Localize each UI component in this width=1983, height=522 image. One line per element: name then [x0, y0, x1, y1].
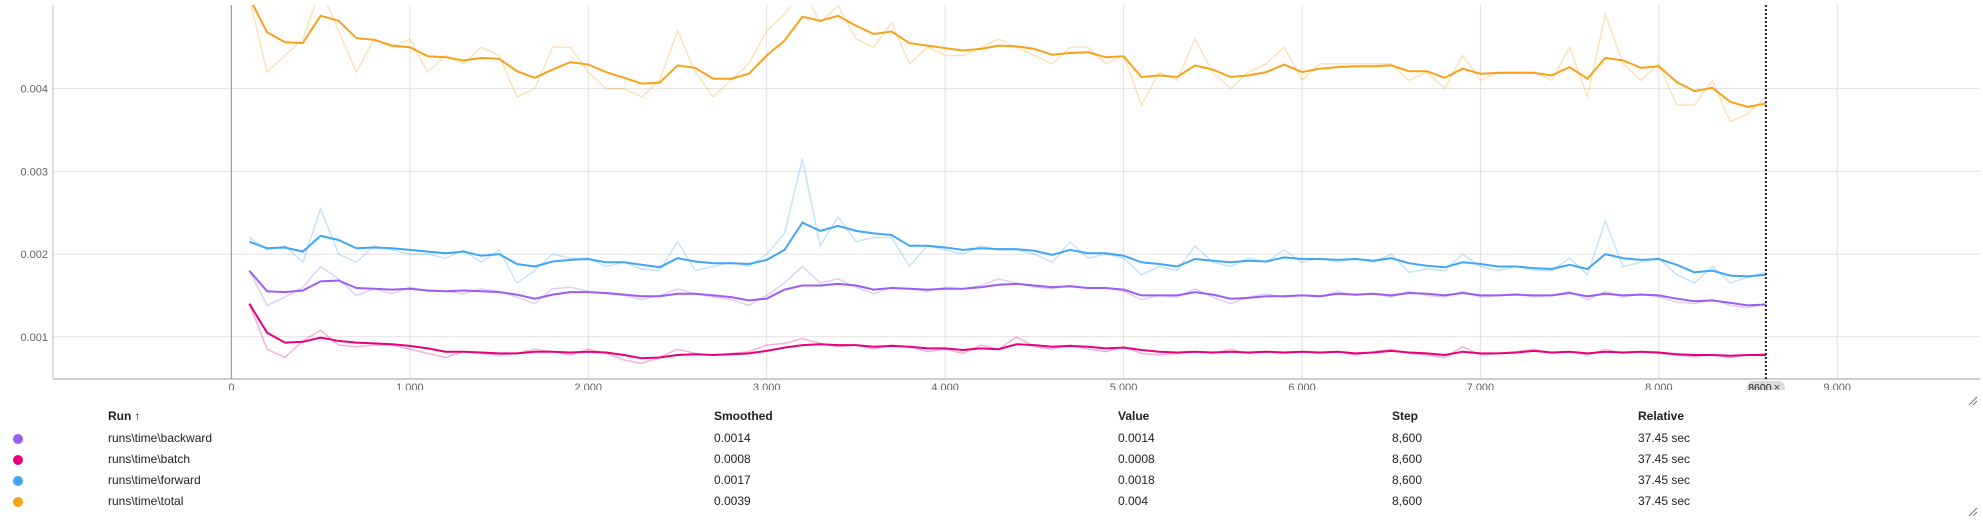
x-tick-label-3: 3,000	[753, 382, 781, 390]
table-body: runs\time\backward 0.0014 0.0014 8,600 37.45…	[0, 428, 1983, 512]
y-tick-label-3: 0.004	[20, 84, 48, 96]
step-value: 8,600	[1392, 473, 1423, 487]
smoothed-value: 0.0039	[714, 494, 751, 508]
series-0-smoothed-line	[248, 269, 1766, 307]
x-tick-label-7: 7,000	[1467, 382, 1495, 390]
series-3-raw-line	[250, 5, 1767, 123]
hover-close-icon[interactable]: ×	[1774, 382, 1780, 390]
x-tick-label-1: 1,000	[396, 382, 424, 390]
raw-value: 0.0014	[1118, 431, 1155, 445]
run-name: runs\time\total	[108, 494, 184, 508]
raw-value: 0.0018	[1118, 473, 1155, 487]
chart-resize-icon[interactable]	[1968, 396, 1978, 406]
x-tick-label-2: 2,000	[575, 382, 603, 390]
relative-time: 37.45 sec	[1638, 452, 1691, 466]
smoothed-value: 0.0017	[714, 473, 751, 487]
y-tick-label-1: 0.002	[20, 249, 48, 261]
x-tick-label-9: 9,000	[1823, 382, 1851, 390]
step-value: 8,600	[1392, 431, 1423, 445]
x-tick-label-8: 8,000	[1645, 382, 1673, 390]
x-tick-label-4: 4,000	[931, 382, 959, 390]
header-value[interactable]: Value	[1118, 409, 1150, 423]
table-resize-icon[interactable]	[1968, 507, 1978, 517]
series-3-smoothed-line	[251, 5, 1767, 108]
run-name: runs\time\forward	[108, 473, 201, 487]
table-row[interactable]: runs\time\batch 0.0008 0.0008 8,600 37.45 se…	[0, 449, 1983, 470]
y-tick-label-0: 0.001	[20, 332, 48, 344]
table-row[interactable]: runs\time\total 0.0039 0.004 8,600 37.45 sec	[0, 491, 1983, 512]
relative-time: 37.45 sec	[1638, 473, 1691, 487]
sort-ascending-icon[interactable]: ↑	[134, 409, 141, 423]
header-smoothed[interactable]: Smoothed	[714, 409, 773, 423]
header-run[interactable]: Run ↑	[108, 409, 141, 423]
series-1-raw-line	[248, 303, 1766, 365]
series-2-raw-line	[248, 158, 1767, 285]
raw-value: 0.004	[1118, 494, 1149, 508]
x-tick-label-6: 6,000	[1288, 382, 1316, 390]
y-tick-label-2: 0.003	[20, 166, 48, 178]
header-relative[interactable]: Relative	[1638, 409, 1685, 423]
header-step[interactable]: Step	[1392, 409, 1419, 423]
run-table: Run ↑ Smoothed Value Step Relative runs\t…	[0, 406, 1983, 517]
run-color-dot	[13, 434, 23, 444]
hover-step-badge	[1746, 381, 1785, 390]
smoothed-value: 0.0014	[714, 431, 751, 445]
run-color-dot	[13, 476, 23, 486]
x-tick-label-5: 5,000	[1110, 382, 1138, 390]
line-chart[interactable]: 0 1,000 2,000 3,000 4,000 5,000 6,000 7,000 8,00…	[0, 0, 1983, 390]
series-2-smoothed-line	[248, 221, 1766, 278]
series-1-smoothed-line	[248, 303, 1766, 360]
chart-container: 0 1,000 2,000 3,000 4,000 5,000 6,000 7,000 8,00…	[0, 0, 1983, 406]
step-value: 8,600	[1392, 494, 1423, 508]
relative-time: 37.45 sec	[1638, 431, 1691, 445]
table-row[interactable]: runs\time\forward 0.0017 0.0018 8,600 37.45 …	[0, 470, 1983, 491]
step-value: 8,600	[1392, 452, 1423, 466]
run-name: runs\time\batch	[108, 452, 191, 466]
hover-step-label: 8600	[1748, 382, 1772, 390]
x-tick-label-0: 0	[228, 382, 234, 390]
relative-time: 37.45 sec	[1638, 494, 1691, 508]
table-header: Run ↑ Smoothed Value Step Relative	[0, 406, 1983, 428]
run-color-dot	[13, 497, 23, 507]
table-row[interactable]: runs\time\backward 0.0014 0.0014 8,600 37.45…	[0, 428, 1983, 449]
run-name: runs\time\backward	[108, 431, 213, 445]
smoothed-value: 0.0008	[714, 452, 751, 466]
run-color-dot	[13, 455, 23, 465]
raw-value: 0.0008	[1118, 452, 1155, 466]
series-0-raw-line	[248, 265, 1767, 309]
